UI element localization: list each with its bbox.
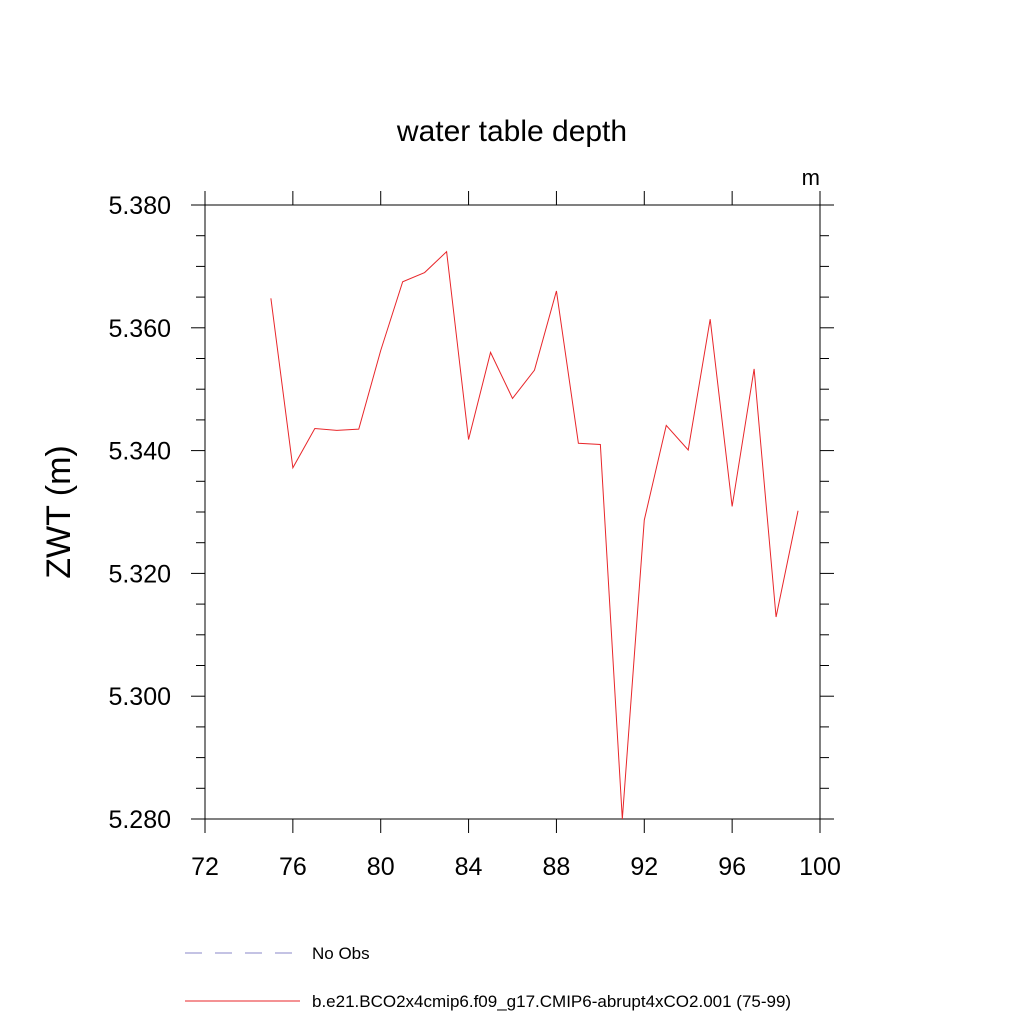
x-tick-label: 84	[455, 853, 483, 881]
chart-title: water table depth	[396, 115, 627, 148]
y-axis-label: ZWT (m)	[40, 445, 78, 578]
y-tick-label: 5.380	[108, 192, 171, 220]
series-line	[270, 250, 799, 820]
x-tick-label: 76	[279, 853, 307, 881]
y-tick-label: 5.300	[108, 683, 171, 711]
x-tick-label: 100	[799, 853, 841, 881]
x-tick-label: 92	[630, 853, 658, 881]
axis-ticks	[191, 191, 834, 833]
x-tick-label: 72	[191, 853, 219, 881]
y-tick-labels: 5.280 5.300 5.320 5.340 5.360 5.380	[108, 192, 171, 834]
x-tick-labels: 72 76 80 84 88 92 96 100	[191, 853, 841, 881]
x-tick-label: 80	[367, 853, 395, 881]
y-tick-label: 5.360	[108, 315, 171, 343]
plot-frame	[204, 204, 821, 820]
series-group	[270, 250, 799, 820]
x-tick-label: 88	[543, 853, 571, 881]
legend: No Obs b.e21.BCO2x4cmip6.f09_g17.CMIP6-ab…	[185, 944, 791, 1011]
y-tick-label: 5.320	[108, 560, 171, 588]
units-label: m	[802, 165, 820, 190]
legend-label: b.e21.BCO2x4cmip6.f09_g17.CMIP6-abrupt4x…	[312, 992, 791, 1011]
x-tick-label: 96	[718, 853, 746, 881]
y-tick-label: 5.340	[108, 438, 171, 466]
y-tick-label: 5.280	[108, 806, 171, 834]
legend-label: No Obs	[312, 944, 370, 963]
